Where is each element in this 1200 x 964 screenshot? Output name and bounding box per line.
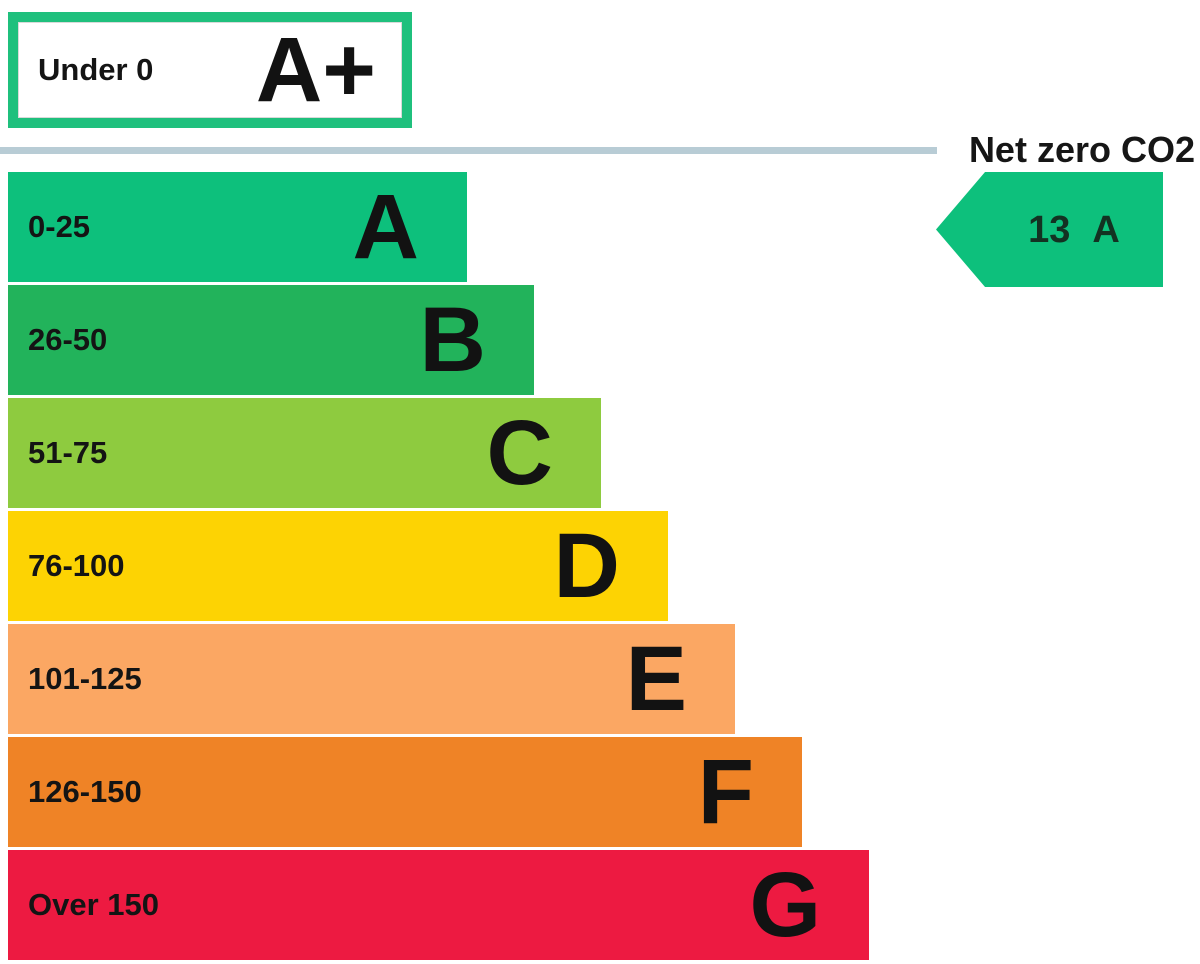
band-range-label: 51-75 bbox=[28, 435, 108, 470]
band-letter: G bbox=[749, 854, 821, 956]
band-row-f: 126-150 F bbox=[8, 737, 802, 847]
band-range-label: 126-150 bbox=[28, 774, 142, 809]
band-letter: D bbox=[553, 515, 620, 617]
band-range-label: 26-50 bbox=[28, 322, 108, 357]
band-letter: E bbox=[625, 628, 687, 730]
band-letter: F bbox=[697, 741, 754, 843]
net-zero-label: Net zero CO2 bbox=[968, 129, 1195, 170]
rating-letter: A bbox=[1092, 208, 1120, 251]
band-letter: A+ bbox=[255, 19, 376, 121]
net-zero-divider-line bbox=[0, 147, 937, 154]
band-letter: C bbox=[486, 402, 553, 504]
band-row-d: 76-100 D bbox=[8, 511, 668, 621]
band-row-e: 101-125 E bbox=[8, 624, 735, 734]
band-range-label: 0-25 bbox=[28, 209, 91, 244]
rating-value: 13 bbox=[1028, 208, 1071, 251]
band-row-b: 26-50 B bbox=[8, 285, 534, 395]
band-range-label: Over 150 bbox=[28, 887, 159, 922]
band-a-plus: Under 0 A+ bbox=[8, 12, 412, 128]
band-range-label: 76-100 bbox=[28, 548, 125, 583]
band-row-a: 0-25 A bbox=[8, 172, 467, 282]
bands-column: 0-25 A 26-50 B 51-75 C 76-100 D 101-125 … bbox=[8, 172, 869, 960]
rating-arrow-left-icon: 13 A bbox=[936, 172, 1163, 287]
band-letter: B bbox=[419, 289, 486, 391]
band-row-g: Over 150 G bbox=[8, 850, 869, 960]
band-row-c: 51-75 C bbox=[8, 398, 601, 508]
band-range-label: Under 0 bbox=[38, 52, 154, 87]
band-letter: A bbox=[352, 176, 419, 278]
band-range-label: 101-125 bbox=[28, 661, 142, 696]
